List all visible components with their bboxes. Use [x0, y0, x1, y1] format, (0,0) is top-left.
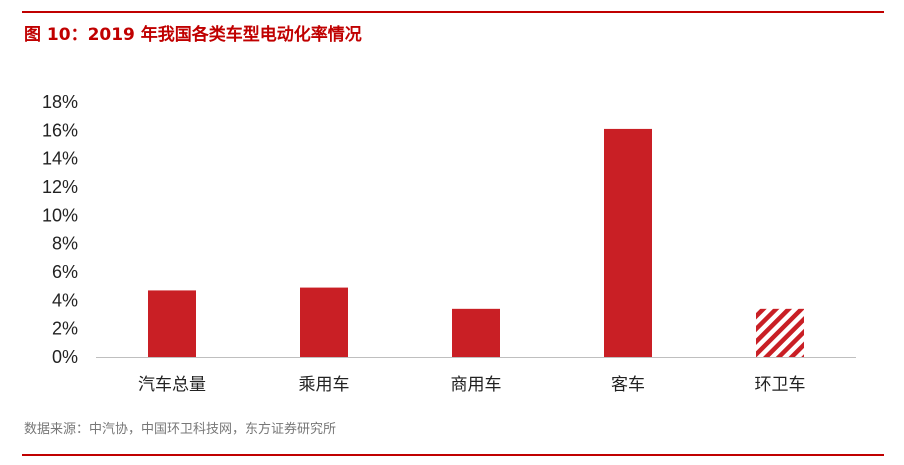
x-tick-label: 乘用车 — [299, 375, 350, 395]
bottom-rule — [22, 454, 884, 456]
y-tick-label: 16% — [42, 120, 78, 140]
bar-4 — [604, 128, 652, 357]
x-tick-label: 环卫车 — [755, 375, 806, 395]
y-axis: 0% 2% 4% 6% 8% 10% 12% 14% 16% 18% — [42, 92, 78, 367]
bar-2 — [300, 287, 348, 357]
bar-3 — [452, 308, 500, 357]
top-rule — [22, 11, 884, 13]
x-tick-label: 客车 — [611, 375, 645, 395]
y-tick-label: 6% — [52, 262, 78, 282]
bar-1 — [148, 290, 196, 357]
bars — [148, 128, 804, 357]
x-tick-label: 汽车总量 — [138, 375, 206, 395]
y-tick-label: 10% — [42, 205, 78, 225]
y-tick-label: 8% — [52, 234, 78, 254]
x-axis: 汽车总量 乘用车 商用车 客车 环卫车 — [96, 357, 856, 395]
y-tick-label: 0% — [52, 347, 78, 367]
y-tick-label: 2% — [52, 319, 78, 339]
source-note: 数据来源：中汽协，中国环卫科技网，东方证券研究所 — [24, 422, 337, 437]
x-tick-label: 商用车 — [451, 375, 502, 395]
y-tick-label: 4% — [52, 290, 78, 310]
y-tick-label: 12% — [42, 177, 78, 197]
y-tick-label: 14% — [42, 149, 78, 169]
figure-title: 图 10：2019 年我国各类车型电动化率情况 — [24, 25, 362, 45]
bar-5 — [756, 308, 804, 357]
y-tick-label: 18% — [42, 92, 78, 112]
